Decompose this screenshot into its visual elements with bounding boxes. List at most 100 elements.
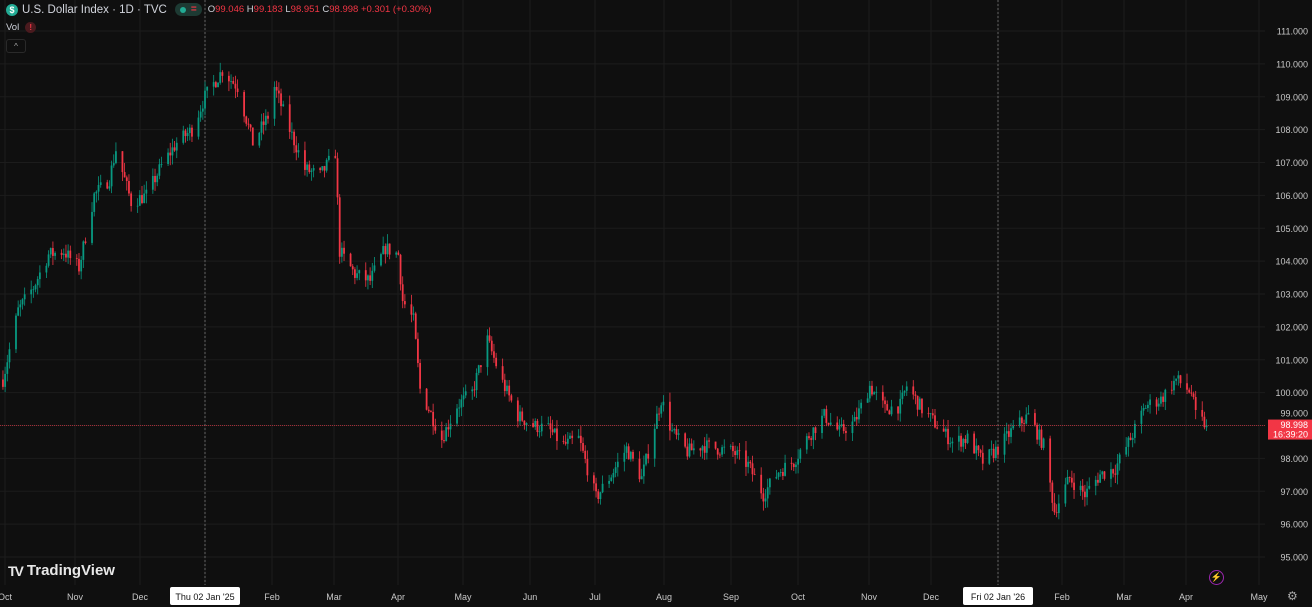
candle-body [154,175,156,183]
candle-body [460,399,463,408]
candle-body [291,131,293,133]
candle-body [1042,438,1045,448]
y-tick-label: 103.000 [1275,290,1308,300]
candle-body [234,83,237,89]
candle-body [395,252,398,255]
x-tick-label: Feb [1054,592,1070,602]
candle-body [262,121,265,125]
candle-body [145,189,148,194]
candle-body [1116,463,1119,475]
candle-body [6,362,9,374]
candle-body [738,450,741,452]
candle-body [677,433,680,435]
candle-body [1012,425,1015,429]
candle-body [729,445,732,447]
candle-body [247,123,250,125]
candle-body [23,294,26,300]
candle-body [931,413,934,416]
candle-body [1194,396,1197,410]
candle-body [536,420,539,433]
candle-body [855,417,858,420]
candle-body [1175,378,1178,381]
candle-body [732,445,734,452]
candle-body [306,164,309,170]
candle-body [875,391,878,393]
tradingview-logo[interactable]: TV TradingView [8,562,115,579]
candle-body [1186,383,1188,390]
candle-body [840,424,843,426]
candle-body [34,285,37,290]
candle-body [714,441,717,449]
y-tick-label: 102.000 [1275,322,1308,332]
candle-body [827,422,830,425]
candle-body [388,243,391,255]
candle-body [158,164,161,176]
candle-body [973,433,976,454]
candle-body [323,166,326,171]
gear-icon[interactable]: ⚙ [1287,589,1298,603]
candle-body [595,483,597,492]
volume-label[interactable]: Vol [6,22,20,33]
candle-body [169,152,172,156]
candle-body [675,429,678,435]
candle-body [866,398,869,403]
candle-body [777,472,780,477]
candle-body [67,250,70,258]
candle-body [1034,413,1036,425]
market-status-pill[interactable]: = [174,3,202,16]
lightning-icon[interactable]: ⚡ [1209,570,1224,585]
x-tick-label: Apr [1179,592,1193,602]
candle-body [532,423,534,427]
candle-body [1192,393,1195,397]
symbol-title[interactable]: U.S. Dollar Index · 1D · TVC [22,3,167,16]
candle-body [577,435,580,438]
candle-body [571,435,574,438]
candle-body [745,450,747,467]
candle-body [1118,454,1121,464]
candle-body [762,493,765,502]
candle-body [99,182,102,185]
candle-body [1205,425,1208,428]
candle-body [4,373,7,387]
x-tick-label: May [454,592,472,602]
close-value: 98.998 [329,4,359,15]
candle-body [642,464,645,477]
candle-body [1027,413,1030,415]
y-tick-label: 100.000 [1275,388,1308,398]
candle-body [128,181,130,194]
candle-body [1053,502,1056,513]
candle-body [93,193,96,212]
x-tick-label: Sep [723,592,739,602]
candle-body [380,254,382,266]
candle-body [456,408,458,424]
candle-body [486,335,489,368]
candle-body [427,409,430,412]
y-tick-label: 105.000 [1275,224,1308,234]
candle-body [1177,375,1180,379]
candle-body [1179,375,1182,384]
volume-legend: Vol ! [6,22,37,33]
collapse-legend-button[interactable]: ^ [6,39,26,53]
candle-body [458,407,461,409]
candle-body [112,163,115,166]
candle-body [1101,471,1104,475]
candle-body [586,458,589,476]
candle-body [1051,482,1054,503]
candle-body [927,413,930,415]
candle-body [182,130,185,143]
candle-body [623,452,626,462]
candle-body [1057,503,1060,514]
candle-body [471,389,474,392]
y-tick-label: 99.000 [1280,409,1308,419]
candle-body [338,197,341,257]
candle-body [384,246,387,255]
candle-body [597,491,600,500]
warning-icon[interactable]: ! [25,22,37,33]
candle-body [1147,404,1149,409]
candle-body [475,372,478,391]
candle-body [212,82,215,87]
candle-body [371,270,374,281]
candle-body [219,72,222,83]
candle-body [258,132,261,146]
